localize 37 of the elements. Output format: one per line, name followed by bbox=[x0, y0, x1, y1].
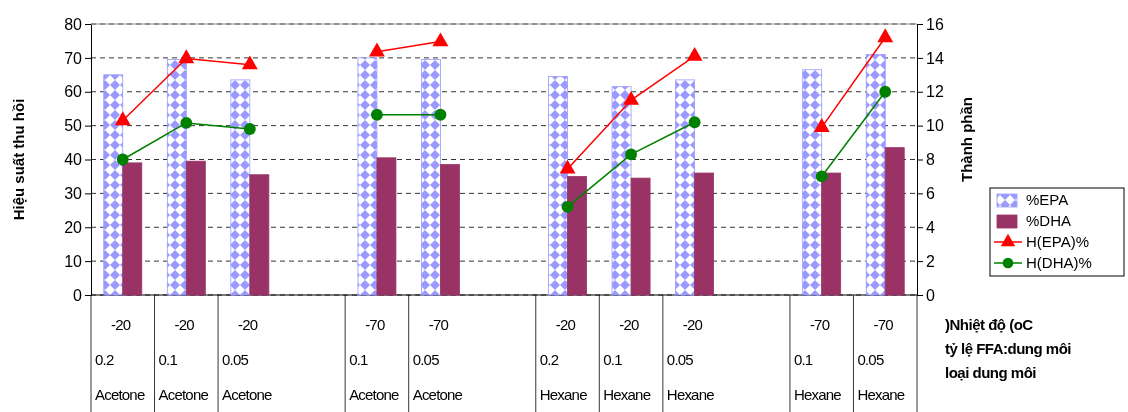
y-tick-label: 50 bbox=[64, 117, 83, 135]
y-tick-label: 40 bbox=[64, 151, 83, 169]
y-tick-label: 10 bbox=[64, 252, 83, 270]
y-axis-title: Hiệu suất thu hồi bbox=[10, 98, 27, 221]
legend-label: %DHA bbox=[1026, 212, 1072, 229]
y-tick-label: 0 bbox=[73, 286, 83, 304]
y2-tick-label: 8 bbox=[926, 151, 935, 169]
y-tick-label: 20 bbox=[64, 218, 83, 236]
category-label: -20 0.05 Acetone bbox=[222, 316, 272, 403]
category-label: -70 0.05 Acetone bbox=[412, 316, 463, 403]
y2-tick-label: 0 bbox=[926, 286, 935, 304]
y2-tick-label: 6 bbox=[926, 184, 935, 202]
legend-label: H(DHA)% bbox=[1026, 254, 1092, 271]
y-tick-label: 60 bbox=[64, 83, 83, 101]
category-label: -20 0.1 Acetone bbox=[158, 316, 208, 403]
y2-tick-label: 16 bbox=[926, 15, 944, 33]
text: loại dung môi bbox=[945, 364, 1037, 381]
category-label: -70 0.1 Acetone bbox=[349, 316, 399, 403]
y2-tick-label: 2 bbox=[926, 252, 935, 270]
text: )Nhiệt độ (oC bbox=[945, 316, 1034, 333]
category-label: -20 0.05 Hexane bbox=[666, 316, 714, 403]
category-label: -20 0.1 Hexane bbox=[603, 316, 651, 403]
y2-tick-label: 14 bbox=[926, 49, 944, 67]
category-label: -70 0.05 Hexane bbox=[857, 316, 905, 403]
y2-axis-title: Thành phần bbox=[958, 97, 975, 182]
category-label: -20 0.2 Acetone bbox=[95, 316, 145, 403]
legend-label: H(EPA)% bbox=[1026, 233, 1090, 250]
y-tick-label: 80 bbox=[64, 15, 83, 33]
y-tick-label: 30 bbox=[64, 184, 83, 202]
y2-tick-label: 12 bbox=[926, 83, 944, 101]
legend-label: %EPA bbox=[1026, 191, 1069, 208]
category-label: -70 0.1 Hexane bbox=[793, 316, 841, 403]
y-tick-label: 70 bbox=[64, 49, 83, 67]
category-label: -20 0.2 Hexane bbox=[539, 316, 587, 403]
y2-tick-label: 10 bbox=[926, 117, 944, 135]
y2-tick-label: 4 bbox=[926, 218, 935, 236]
text: tỷ lệ FFA:dung môi bbox=[945, 340, 1072, 357]
